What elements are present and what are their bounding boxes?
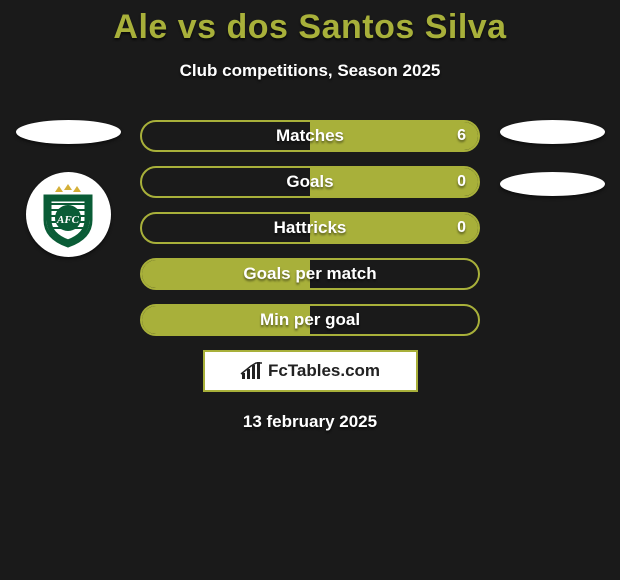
date: 13 february 2025 bbox=[140, 412, 480, 432]
club-badge-left: AFC bbox=[26, 172, 111, 257]
stat-label: Hattricks bbox=[142, 214, 478, 242]
stat-value-right: 6 bbox=[457, 122, 466, 150]
left-player-column: AFC bbox=[8, 120, 128, 257]
stat-bar-min-per-goal: Min per goal bbox=[140, 304, 480, 336]
club-badge-placeholder-right bbox=[500, 172, 605, 196]
brand-text: FcTables.com bbox=[268, 361, 380, 381]
stat-label: Goals bbox=[142, 168, 478, 196]
comparison-card: Ale vs dos Santos Silva Club competition… bbox=[0, 0, 620, 580]
subtitle: Club competitions, Season 2025 bbox=[0, 61, 620, 81]
club-crest-icon: AFC bbox=[33, 180, 103, 250]
stat-bars: Matches 6 Goals 0 Hattricks 0 bbox=[140, 120, 480, 432]
stat-bar-matches: Matches 6 bbox=[140, 120, 480, 152]
player-photo-placeholder-left bbox=[16, 120, 121, 144]
brand-badge: FcTables.com bbox=[203, 350, 418, 392]
stat-value-right: 0 bbox=[457, 168, 466, 196]
title: Ale vs dos Santos Silva bbox=[0, 0, 620, 47]
stat-value-right: 0 bbox=[457, 214, 466, 242]
stat-label: Min per goal bbox=[142, 306, 478, 334]
bar-chart-icon bbox=[240, 361, 264, 381]
stat-bar-goals-per-match: Goals per match bbox=[140, 258, 480, 290]
stat-label: Goals per match bbox=[142, 260, 478, 288]
player-photo-placeholder-right bbox=[500, 120, 605, 144]
stat-bar-hattricks: Hattricks 0 bbox=[140, 212, 480, 244]
stat-bar-goals: Goals 0 bbox=[140, 166, 480, 198]
svg-text:AFC: AFC bbox=[56, 214, 80, 226]
right-player-column bbox=[492, 120, 612, 224]
stat-label: Matches bbox=[142, 122, 478, 150]
